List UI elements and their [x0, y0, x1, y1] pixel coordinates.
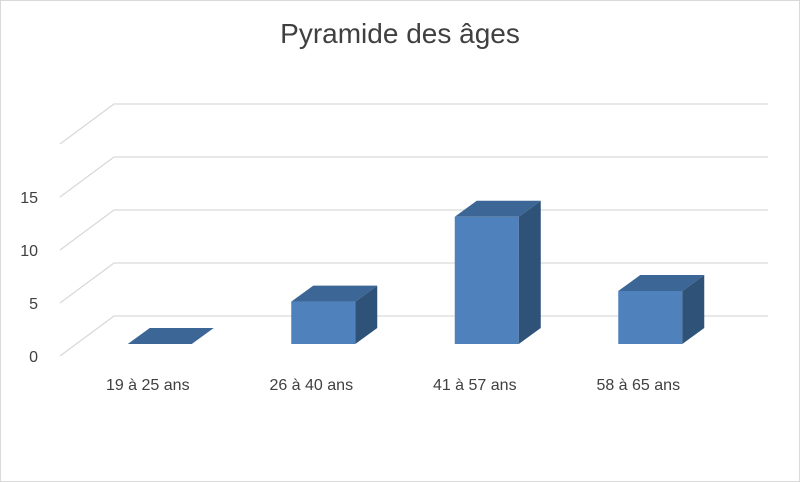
gridline	[59, 315, 768, 357]
bar-front	[454, 216, 519, 344]
bar-top	[454, 200, 541, 217]
y-tick-label: 15	[20, 190, 38, 207]
x-tick-label: 26 à 40 ans	[269, 377, 353, 394]
gridline	[59, 262, 768, 304]
bar	[291, 285, 378, 344]
x-tick-label: 41 à 57 ans	[433, 377, 517, 394]
bars	[127, 200, 705, 344]
bar-top	[291, 285, 378, 302]
bar-top	[127, 328, 214, 344]
y-tick-label: 5	[29, 296, 38, 313]
x-tick-label: 19 à 25 ans	[106, 377, 190, 394]
bar	[618, 275, 705, 344]
y-tick-label: 10	[20, 243, 38, 260]
gridline	[59, 156, 768, 198]
y-axis-ticks: 0 5 10 15	[20, 190, 38, 366]
bar-front	[291, 301, 356, 344]
gridline	[59, 103, 768, 145]
bar-front	[618, 291, 683, 344]
bar-side	[682, 275, 705, 344]
gridline	[59, 209, 768, 251]
bar-top	[618, 275, 705, 291]
bar	[454, 200, 541, 344]
chart-title: Pyramide des âges	[280, 18, 520, 49]
x-tick-label: 58 à 65 ans	[596, 377, 680, 394]
bar-side	[518, 200, 541, 344]
gridlines	[59, 103, 768, 357]
y-tick-label: 0	[29, 349, 38, 366]
bar-side	[355, 285, 378, 344]
x-axis-ticks: 19 à 25 ans 26 à 40 ans 41 à 57 ans 58 à 65…	[106, 377, 680, 394]
bar	[127, 328, 214, 344]
